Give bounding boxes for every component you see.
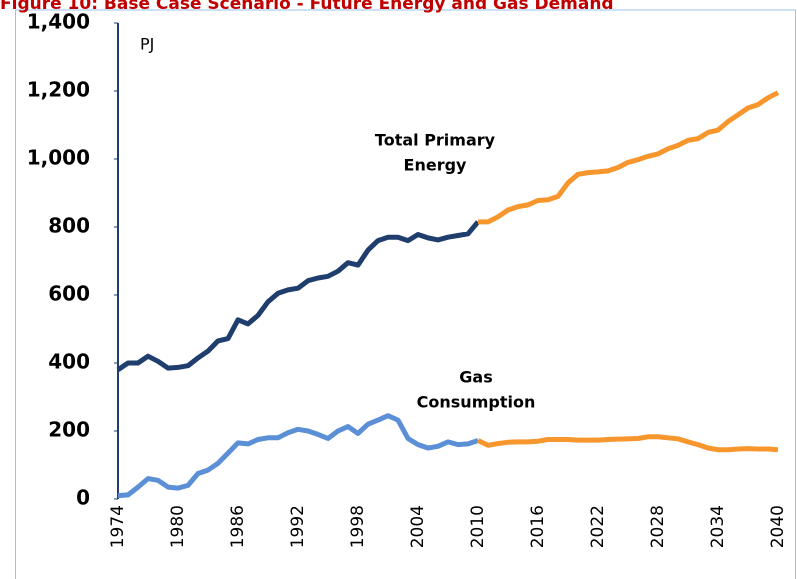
y-tick-label: 800 <box>48 214 90 238</box>
x-tick-label: 1992 <box>288 505 308 548</box>
x-tick-label: 1974 <box>108 505 128 548</box>
chart-title: Figure 10: Base Case Scenario - Future E… <box>0 0 614 14</box>
x-tick-label: 2028 <box>648 505 668 548</box>
x-tick-label: 2004 <box>408 505 428 548</box>
annotation: Consumption <box>417 393 536 412</box>
x-tick-label: 1986 <box>228 505 248 548</box>
x-tick-label: 2010 <box>468 505 488 548</box>
annotation: Total Primary <box>375 131 496 150</box>
y-tick-label: 1,200 <box>27 78 90 102</box>
x-tick-label: 2022 <box>588 505 608 548</box>
line-series <box>117 413 479 499</box>
y-tick-label: 400 <box>48 350 90 374</box>
y-unit: PJ <box>140 35 154 54</box>
x-tick-label: 1980 <box>168 505 188 548</box>
y-tick-label: 600 <box>48 282 90 306</box>
x-tick-label: 2040 <box>768 505 788 548</box>
y-tick-label: 1,400 <box>27 10 90 34</box>
line-series <box>476 434 779 453</box>
x-tick-label: 2034 <box>708 505 728 548</box>
y-tick-label: 0 <box>76 486 90 510</box>
x-tick-label: 1998 <box>348 505 368 548</box>
y-tick-label: 200 <box>48 418 90 442</box>
annotation: Energy <box>404 156 468 175</box>
line-series <box>116 220 480 372</box>
annotation: Gas <box>459 368 492 387</box>
line-series <box>478 90 780 225</box>
y-tick-label: 1,000 <box>27 146 90 170</box>
chart-frame <box>15 9 796 579</box>
x-tick-label: 2016 <box>528 505 548 548</box>
